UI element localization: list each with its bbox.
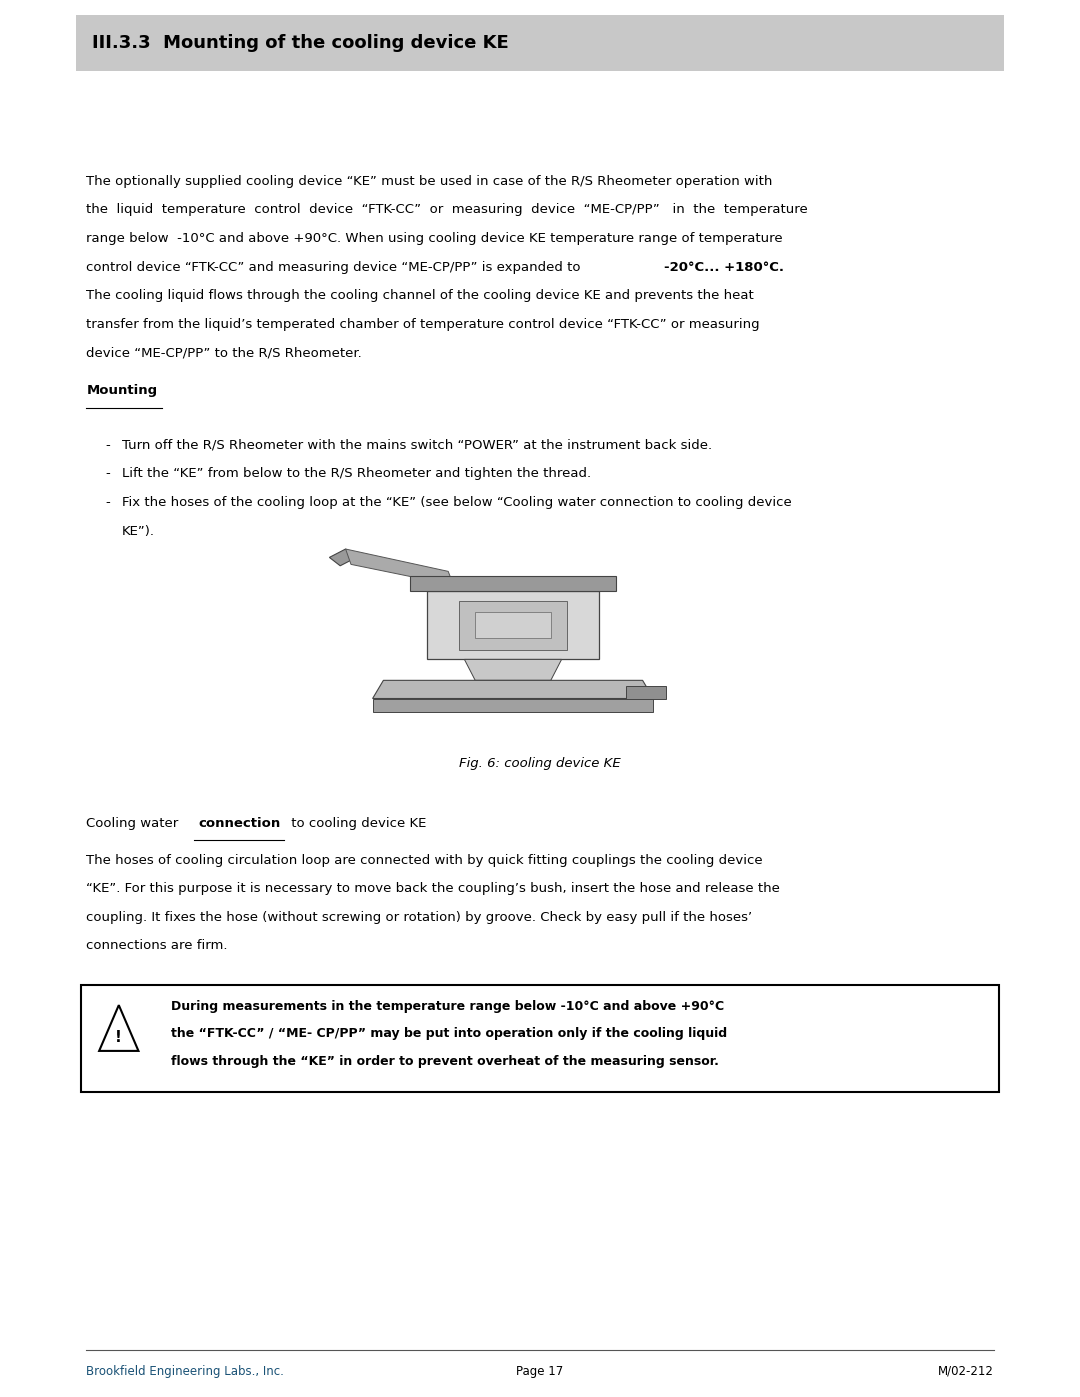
- Text: coupling. It fixes the hose (without screwing or rotation) by groove. Check by e: coupling. It fixes the hose (without scr…: [86, 911, 753, 923]
- Text: range below  -10°C and above +90°C. When using cooling device KE temperature ran: range below -10°C and above +90°C. When …: [86, 232, 783, 244]
- Text: M/02-212: M/02-212: [937, 1365, 994, 1377]
- Polygon shape: [475, 612, 551, 638]
- Text: Fix the hoses of the cooling loop at the “KE” (see below “Cooling water connecti: Fix the hoses of the cooling loop at the…: [122, 496, 792, 509]
- Bar: [76, 15, 1004, 71]
- Text: control device “FTK-CC” and measuring device “ME-CP/PP” is expanded to: control device “FTK-CC” and measuring de…: [86, 260, 585, 274]
- Text: to cooling device KE: to cooling device KE: [287, 817, 427, 830]
- Text: The optionally supplied cooling device “KE” must be used in case of the R/S Rheo: The optionally supplied cooling device “…: [86, 175, 773, 187]
- Polygon shape: [346, 549, 454, 585]
- Text: -: -: [106, 496, 110, 509]
- Text: Page 17: Page 17: [516, 1365, 564, 1377]
- Bar: [81, 985, 999, 1092]
- Text: Brookfield Engineering Labs., Inc.: Brookfield Engineering Labs., Inc.: [86, 1365, 284, 1377]
- Text: “KE”. For this purpose it is necessary to move back the coupling’s bush, insert : “KE”. For this purpose it is necessary t…: [86, 883, 780, 895]
- Polygon shape: [99, 1006, 138, 1051]
- Text: Turn off the R/S Rheometer with the mains switch “POWER” at the instrument back : Turn off the R/S Rheometer with the main…: [122, 439, 712, 451]
- Polygon shape: [329, 549, 356, 566]
- Text: III.3.3  Mounting of the cooling device KE: III.3.3 Mounting of the cooling device K…: [92, 35, 509, 52]
- Text: KE”).: KE”).: [122, 524, 156, 538]
- Text: Lift the “KE” from below to the R/S Rheometer and tighten the thread.: Lift the “KE” from below to the R/S Rheo…: [122, 467, 591, 481]
- Text: Mounting: Mounting: [86, 384, 158, 397]
- Polygon shape: [410, 576, 616, 591]
- Text: connection: connection: [199, 817, 281, 830]
- Text: the “FTK-CC” / “ME- CP/PP” may be put into operation only if the cooling liquid: the “FTK-CC” / “ME- CP/PP” may be put in…: [171, 1028, 727, 1041]
- Text: During measurements in the temperature range below -10°C and above +90°C: During measurements in the temperature r…: [171, 1000, 724, 1013]
- Polygon shape: [464, 659, 562, 680]
- Text: the  liquid  temperature  control  device  “FTK-CC”  or  measuring  device  “ME-: the liquid temperature control device “F…: [86, 204, 808, 217]
- Text: The hoses of cooling circulation loop are connected with by quick fitting coupli: The hoses of cooling circulation loop ar…: [86, 854, 764, 866]
- Polygon shape: [373, 698, 653, 712]
- Polygon shape: [626, 686, 666, 698]
- Text: Cooling water: Cooling water: [86, 817, 183, 830]
- Text: flows through the “KE” in order to prevent overheat of the measuring sensor.: flows through the “KE” in order to preve…: [171, 1055, 718, 1067]
- Polygon shape: [427, 591, 599, 659]
- Text: connections are firm.: connections are firm.: [86, 940, 228, 953]
- Polygon shape: [373, 680, 653, 698]
- Text: -20°C... +180°C.: -20°C... +180°C.: [664, 260, 784, 274]
- Text: device “ME-CP/PP” to the R/S Rheometer.: device “ME-CP/PP” to the R/S Rheometer.: [86, 346, 362, 359]
- Text: transfer from the liquid’s temperated chamber of temperature control device “FTK: transfer from the liquid’s temperated ch…: [86, 317, 760, 331]
- Text: Fig. 6: cooling device KE: Fig. 6: cooling device KE: [459, 757, 621, 770]
- Text: !: !: [116, 1030, 122, 1045]
- Text: -: -: [106, 467, 110, 481]
- Text: -: -: [106, 439, 110, 451]
- Text: The cooling liquid flows through the cooling channel of the cooling device KE an: The cooling liquid flows through the coo…: [86, 289, 754, 302]
- Polygon shape: [459, 601, 567, 650]
